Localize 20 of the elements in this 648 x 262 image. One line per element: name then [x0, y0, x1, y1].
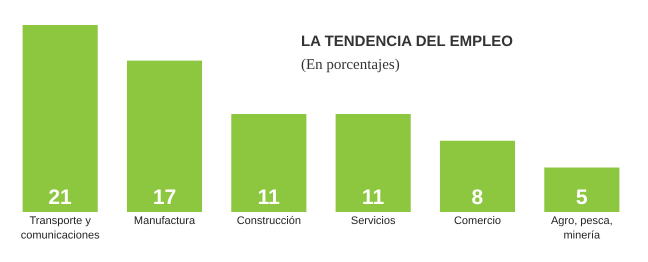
x-tick-label: Manufactura — [134, 215, 196, 227]
data-label: 21 — [48, 186, 72, 209]
data-label: 11 — [362, 186, 384, 209]
data-label: 8 — [472, 186, 484, 209]
text: (En porcentajes) — [301, 57, 400, 73]
bar — [440, 140, 516, 212]
bar — [126, 60, 202, 212]
x-tick-label: Comercio — [454, 215, 502, 227]
data-label: 11 — [258, 186, 280, 209]
data-label: 17 — [152, 186, 176, 209]
bar — [336, 114, 411, 212]
text: LA TENDENCIA DEL EMPLEO — [301, 33, 514, 50]
bar — [544, 167, 620, 212]
bar — [231, 114, 306, 212]
bar — [22, 25, 98, 212]
x-tick-label: Construcción — [236, 215, 301, 227]
data-label: 5 — [576, 186, 588, 209]
x-tick-label: Agro, pesca, minería — [550, 215, 613, 242]
x-tick-label: Transporte y comunicaciones — [20, 215, 100, 242]
x-tick-label: Servicios — [350, 215, 396, 227]
